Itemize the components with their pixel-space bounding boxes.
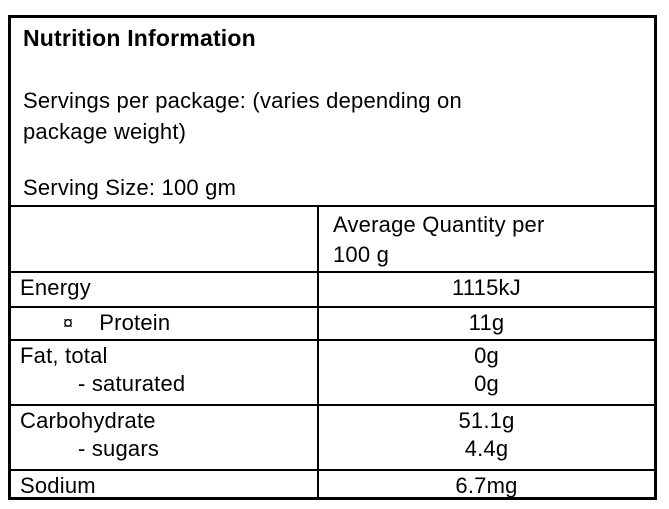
nutrient-label: ¤ Protein <box>11 309 316 338</box>
nutrient-subvalue: 0g <box>474 371 499 396</box>
nutrient-label: Sodium <box>20 473 96 498</box>
nutrient-label-text: Protein <box>99 310 171 335</box>
nutrient-value: 1115kJ <box>452 275 521 300</box>
serving-size-text: Serving Size: 100 gm <box>23 175 237 200</box>
servings-line-2: package weight) <box>23 119 187 144</box>
nutrient-label: Carbohydrate <box>20 408 156 433</box>
table-row-energy: Energy 1115kJ <box>11 271 654 308</box>
header-quantity-label: Average Quantity per 100 g <box>333 212 545 267</box>
nutrient-sublabel: - sugars <box>78 436 160 461</box>
servings-line-1: Servings per package: (varies depending … <box>23 88 462 113</box>
header-empty-cell <box>11 205 319 273</box>
nutrient-value: 0g <box>474 343 499 368</box>
nutrition-table: Average Quantity per 100 g Energy 1115kJ… <box>11 205 654 498</box>
nutrient-value: 51.1g <box>458 408 515 433</box>
nutrition-label-box: Nutrition Information Servings per packa… <box>8 15 657 500</box>
nutrient-label: Energy <box>20 275 91 300</box>
nutrient-label: Fat, total <box>20 343 108 368</box>
table-row-carbohydrate: Carbohydrate - sugars 51.1g 4.4g <box>11 404 654 471</box>
nutrient-sublabel: - saturated <box>78 371 186 396</box>
table-row-fat: Fat, total - saturated 0g 0g <box>11 339 654 406</box>
label-intro-section: Nutrition Information Servings per packa… <box>11 18 654 205</box>
servings-per-package-text: Servings per package: (varies depending … <box>23 85 642 147</box>
page-title: Nutrition Information <box>23 25 256 51</box>
bullet-glyph: ¤ <box>63 313 74 333</box>
nutrient-subvalue: 4.4g <box>464 436 509 461</box>
table-row-sodium: Sodium 6.7mg <box>11 469 654 498</box>
header-quantity-cell: Average Quantity per 100 g <box>317 205 654 273</box>
table-row-protein: ¤ Protein 11g <box>11 306 654 341</box>
nutrient-value: 11g <box>468 310 505 335</box>
table-header-row: Average Quantity per 100 g <box>11 205 654 273</box>
nutrient-value: 6.7mg <box>455 473 518 498</box>
